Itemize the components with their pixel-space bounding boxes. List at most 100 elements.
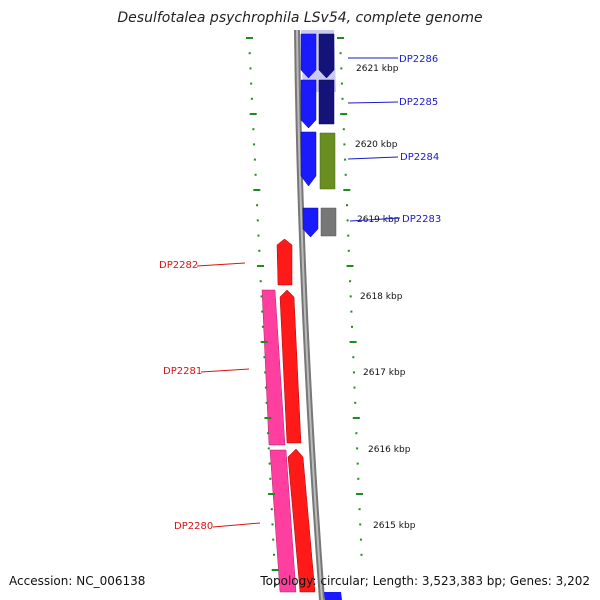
minor-tick: [258, 249, 261, 252]
minor-tick: [257, 234, 260, 237]
minor-tick: [256, 219, 259, 222]
major-tick: [340, 113, 348, 115]
major-tick: [271, 569, 279, 571]
minor-tick: [264, 386, 267, 389]
partial-forward-feature: [324, 592, 342, 600]
major-tick: [343, 189, 351, 191]
tick-label: 2618 kbp: [360, 292, 403, 302]
minor-tick: [355, 432, 358, 435]
minor-tick: [343, 143, 346, 146]
minor-tick: [271, 523, 274, 526]
major-tick: [349, 341, 357, 343]
genome-backbone-highlight: [296, 29, 323, 600]
gene-label-group: DP2286 DP2285 DP2284 DP2283 DP2282 DP228…: [159, 54, 441, 532]
major-tick: [264, 417, 272, 419]
minor-tick: [269, 477, 272, 480]
minor-tick: [249, 67, 252, 70]
minor-tick: [352, 356, 355, 359]
tick-label: 2615 kbp: [373, 521, 416, 531]
gene-leader-line: [347, 156, 399, 160]
gene-leader-line: [347, 101, 399, 104]
minor-tick: [261, 310, 264, 313]
minor-tick: [360, 553, 363, 556]
minor-tick: [264, 371, 267, 374]
minor-tick: [356, 447, 359, 450]
major-tick: [260, 341, 268, 343]
tick-label: 2619 kbp: [357, 215, 400, 225]
gene-label-DP2280[interactable]: DP2280: [174, 521, 213, 532]
gene-leader-line: [196, 262, 246, 267]
major-tick: [257, 265, 264, 267]
minor-tick: [349, 295, 352, 298]
minor-tick: [259, 280, 262, 283]
minor-tick: [263, 356, 266, 359]
minor-tick: [353, 386, 356, 389]
minor-tick: [340, 67, 343, 70]
gene-label-DP2281[interactable]: DP2281: [163, 366, 202, 377]
gene-DP2281-feature[interactable]: [261, 289, 302, 446]
minor-tick: [253, 143, 256, 146]
minor-tick: [357, 477, 360, 480]
minor-tick: [273, 553, 275, 556]
minor-tick: [350, 310, 353, 313]
minor-tick: [254, 173, 257, 176]
tick-label: 2620 kbp: [355, 140, 398, 150]
gene-DP2286-feature[interactable]: [300, 33, 335, 79]
tick-label: 2616 kbp: [368, 445, 411, 455]
major-tick: [346, 265, 354, 267]
major-tick: [337, 37, 344, 39]
minor-tick: [352, 371, 355, 374]
minor-tick: [344, 158, 347, 161]
minor-tick: [347, 249, 350, 252]
gene-leader-line: [212, 522, 261, 528]
gene-DP2285-feature[interactable]: [300, 79, 335, 129]
major-tick: [352, 417, 360, 419]
gene-label-DP2285[interactable]: DP2285: [399, 97, 438, 108]
right-tick-ruler: [337, 37, 363, 556]
minor-tick: [347, 234, 350, 237]
accession-label: Accession: NC_006138: [9, 574, 146, 588]
minor-tick: [339, 52, 342, 55]
minor-tick: [270, 508, 273, 511]
gene-label-DP2283[interactable]: DP2283: [402, 214, 441, 225]
minor-tick: [252, 128, 255, 131]
major-tick: [249, 113, 257, 115]
tick-label: 2621 kbp: [356, 64, 399, 74]
minor-tick: [260, 295, 263, 298]
minor-tick: [346, 219, 349, 222]
minor-tick: [256, 204, 259, 207]
minor-tick: [250, 97, 253, 100]
minor-tick: [342, 128, 345, 131]
gene-label-DP2286[interactable]: DP2286: [399, 54, 438, 65]
minor-tick: [250, 82, 253, 85]
minor-tick: [268, 462, 271, 465]
minor-tick: [267, 447, 270, 450]
gene-DP2283-feature[interactable]: [302, 207, 337, 238]
left-tick-ruler: [246, 37, 279, 587]
major-tick: [356, 493, 363, 495]
major-tick: [268, 493, 275, 495]
minor-tick: [358, 508, 361, 511]
tick-label-group: 2621 kbp 2620 kbp 2619 kbp 2618 kbp 2617…: [355, 64, 416, 531]
minor-tick: [351, 325, 353, 328]
minor-tick: [253, 158, 256, 161]
gene-label-DP2282[interactable]: DP2282: [159, 260, 198, 271]
minor-tick: [272, 538, 275, 541]
gene-DP2282-feature[interactable]: [276, 238, 293, 286]
gene-label-DP2284[interactable]: DP2284: [400, 152, 439, 163]
minor-tick: [265, 401, 268, 404]
gene-leader-line: [349, 217, 401, 222]
minor-tick: [359, 523, 362, 526]
minor-tick: [340, 82, 343, 85]
gene-DP2280-feature[interactable]: [269, 448, 316, 593]
minor-tick: [341, 97, 344, 100]
minor-tick: [274, 584, 277, 587]
major-tick: [253, 189, 261, 191]
minor-tick: [248, 52, 251, 55]
gene-DP2284-feature[interactable]: [300, 131, 336, 190]
minor-tick: [359, 538, 362, 541]
major-tick: [246, 37, 253, 39]
tick-label: 2617 kbp: [363, 368, 406, 378]
minor-tick: [354, 401, 357, 404]
